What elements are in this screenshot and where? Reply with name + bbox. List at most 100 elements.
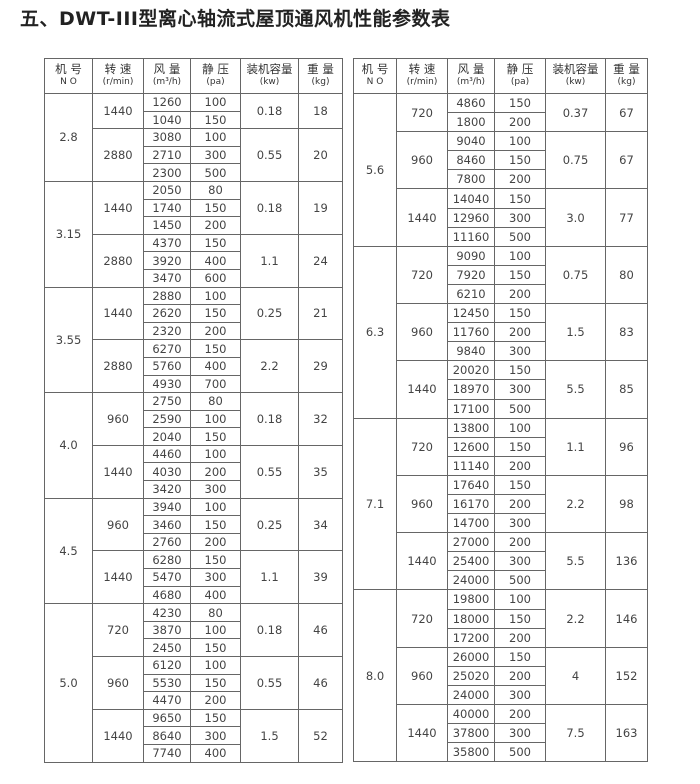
pressure-cell: 100 (190, 128, 241, 147)
airflow-cell: 4680 (143, 585, 191, 605)
airflow-cell: 9650 (143, 708, 191, 728)
model-no-cell: 7.1 (353, 417, 397, 591)
table-row: 6210 200 (354, 283, 648, 305)
pressure-cell: 500 (494, 742, 546, 763)
table-row: 2710 300 (45, 145, 343, 165)
table-row: 1440 6280 150 1.1 39 (45, 550, 343, 605)
pressure-cell: 150 (494, 360, 546, 381)
speed-cell: 720 (92, 603, 144, 657)
weight-cell: 19 (298, 180, 343, 235)
speed-cell: 1440 (92, 92, 144, 130)
airflow-cell: 2050 (143, 180, 191, 200)
table-row: 960 17640 150 2.2 98 (354, 474, 648, 534)
pressure-cell: 100 (494, 589, 546, 610)
airflow-cell: 24000 (447, 684, 495, 706)
table-row: 5.6 720 4860 150 0.37 67 (353, 92, 648, 247)
table-row: 5760 400 (45, 356, 343, 376)
airflow-cell: 4230 (143, 603, 191, 622)
table-row: 3.55 1440 2880 100 0.25 21 (44, 286, 343, 394)
header-label: 静 压 (202, 62, 229, 76)
model-no-cell: 3.15 (44, 180, 93, 288)
header-label: 装机容量 (246, 62, 293, 76)
pressure-cell: 300 (494, 723, 546, 744)
pressure-cell: 200 (494, 455, 546, 476)
power-cell: 1.1 (240, 550, 299, 605)
airflow-cell: 3470 (143, 268, 191, 288)
airflow-cell: 2320 (143, 321, 191, 341)
weight-cell: 39 (298, 550, 343, 605)
pressure-cell: 300 (494, 551, 546, 572)
table-row: 11760 200 (354, 322, 648, 343)
weight-cell: 18 (298, 92, 343, 130)
table-row: 960 26000 150 4 152 (354, 646, 648, 706)
table-row: 2.8 1440 1260 100 0.18 18 (44, 92, 343, 182)
airflow-cell: 3920 (143, 251, 191, 270)
airflow-cell: 35800 (447, 742, 495, 763)
pressure-cell: 150 (494, 608, 546, 629)
pressure-cell: 500 (190, 163, 241, 182)
pressure-cell: 150 (190, 515, 241, 534)
pressure-cell: 150 (190, 304, 241, 323)
header-unit: N O (366, 77, 384, 87)
power-cell: 4 (545, 646, 606, 706)
speed-cell: 720 (396, 92, 448, 133)
table-row: 2620 150 (45, 304, 343, 323)
airflow-cell: 4460 (143, 444, 191, 464)
table-row: 2320 200 (45, 321, 343, 341)
pressure-cell: 200 (190, 216, 241, 235)
pressure-cell: 100 (494, 245, 546, 266)
pressure-cell: 300 (190, 145, 241, 165)
pressure-cell: 500 (494, 570, 546, 591)
pressure-cell: 400 (190, 251, 241, 270)
power-cell: 5.5 (545, 360, 606, 419)
airflow-cell: 40000 (447, 703, 495, 725)
pressure-cell: 200 (190, 462, 241, 482)
airflow-cell: 20020 (447, 360, 495, 381)
pressure-cell: 80 (190, 603, 241, 622)
weight-cell: 46 (298, 656, 343, 710)
airflow-cell: 12450 (447, 303, 495, 324)
power-cell: 0.37 (545, 92, 606, 133)
weight-cell: 52 (298, 708, 343, 763)
airflow-cell: 16170 (447, 493, 495, 515)
header-label: 机 号 (55, 62, 82, 76)
weight-cell: 35 (298, 444, 343, 499)
table-row: 960 6120 100 0.55 46 (45, 656, 343, 710)
weight-cell: 77 (605, 188, 648, 247)
airflow-cell: 5760 (143, 356, 191, 376)
airflow-cell: 2760 (143, 532, 191, 552)
pressure-cell: 150 (190, 198, 241, 218)
airflow-cell: 17100 (447, 398, 495, 419)
pressure-cell: 200 (190, 321, 241, 341)
weight-cell: 96 (605, 417, 648, 476)
pressure-cell: 500 (494, 226, 546, 247)
header-label: 转 速 (104, 62, 132, 76)
pressure-cell: 150 (190, 638, 241, 657)
table-row: 4030 200 (45, 462, 343, 482)
airflow-cell: 5530 (143, 673, 191, 693)
pressure-cell: 150 (494, 92, 546, 114)
table-row: 3470 600 (45, 268, 343, 288)
table-row: 1440 27000 200 5.5 136 (354, 532, 648, 591)
power-cell: 0.25 (240, 497, 299, 552)
pressure-cell: 700 (190, 374, 241, 394)
airflow-cell: 7800 (447, 169, 495, 190)
airflow-cell: 2590 (143, 409, 191, 429)
pressure-cell: 150 (494, 150, 546, 171)
airflow-cell: 26000 (447, 646, 495, 667)
pressure-cell: 150 (190, 233, 241, 253)
airflow-cell: 37800 (447, 723, 495, 744)
table-row: 3460 150 (45, 515, 343, 534)
weight-cell: 20 (298, 128, 343, 182)
header-label: 机 号 (361, 62, 389, 76)
table-row: 24000 500 (354, 570, 648, 591)
airflow-cell: 2620 (143, 304, 191, 323)
header-unit: (pa) (510, 77, 530, 87)
header-weight: 重 量 (kg) (298, 58, 343, 94)
pressure-cell: 600 (190, 268, 241, 288)
speed-cell: 1440 (396, 532, 448, 591)
speed-cell: 720 (396, 417, 448, 476)
table-row: 6.3 720 9090 100 0.75 80 (353, 245, 648, 419)
